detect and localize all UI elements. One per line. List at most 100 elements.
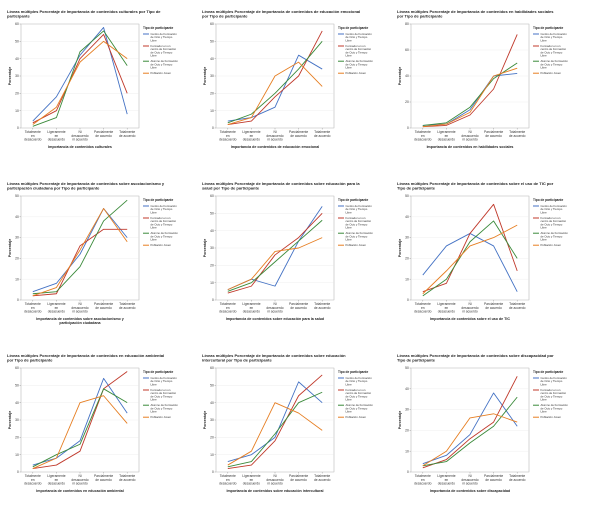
y-tick-label: 0 <box>17 298 19 302</box>
legend-entry: Alumno de Formación de Ocio y Tiempo Libre <box>541 403 569 413</box>
legend-entry: Centro de Formación de Ocio y Tiempo Libre <box>346 32 373 42</box>
chart-title: Líneas múltiples Porcentaje de Importanc… <box>397 9 554 19</box>
series-line <box>32 388 128 468</box>
y-tick-label: 60 <box>15 366 19 370</box>
chart-title: Líneas múltiples Porcentaje de Importanc… <box>397 181 554 191</box>
x-tick-label: Totalmente de acuerdo <box>119 130 136 138</box>
y-tick-label: 30 <box>405 408 409 412</box>
chart-title: Líneas múltiples Porcentaje de Importanc… <box>202 181 360 191</box>
series-line <box>32 199 128 295</box>
y-tick-label: 50 <box>210 211 214 215</box>
x-tick-label: Totalmente de acuerdo <box>509 130 526 138</box>
y-axis-label: Porcentaje <box>8 67 12 85</box>
y-tick-label: 30 <box>15 236 19 240</box>
legend-entry: Formador en un centro de Formación de Ocio… <box>346 44 372 58</box>
x-tick-label: Totalmente en desacuerdo <box>24 474 41 486</box>
x-axis-label: Importancia de contenidos culturales <box>48 145 112 149</box>
series-line <box>32 228 128 297</box>
y-tick-label: 60 <box>405 48 409 52</box>
x-tick-label: Ni desacuerdo ni acuerdo <box>71 130 88 142</box>
y-tick-label: 10 <box>210 281 214 285</box>
legend-entry: Formador en un centro de Formación de Ocio… <box>151 388 177 402</box>
series-line <box>422 376 518 469</box>
legend-entry: Formador en un centro de Formación de Ocio… <box>151 216 177 230</box>
y-tick-label: 0 <box>212 298 214 302</box>
y-tick-label: 50 <box>210 383 214 387</box>
plot-area <box>410 367 530 473</box>
series-line <box>32 371 128 469</box>
legend-entry: Población Joven <box>541 243 562 247</box>
line-chart-panel: Líneas múltiples Porcentaje de Importanc… <box>7 353 178 493</box>
legend-title: Tipo de participante <box>338 370 368 374</box>
line-chart-panel: Líneas múltiples Porcentaje de Importanc… <box>202 353 373 493</box>
line-chart-panel: Líneas múltiples Porcentaje de Importanc… <box>7 9 178 149</box>
series-line <box>422 224 518 295</box>
series-line <box>32 395 128 469</box>
line-chart-panel: Líneas múltiples Porcentaje de Importanc… <box>7 181 178 325</box>
legend-entry: Alumno de Formación de Ocio y Tiempo Libre <box>151 59 179 69</box>
series-line <box>32 208 128 293</box>
series-line <box>227 237 323 291</box>
x-tick-label: Totalmente de acuerdo <box>509 302 526 310</box>
legend-entry: Centro de Formación de Ocio y Tiempo Libre <box>541 32 568 42</box>
x-tick-label: Ligeramente en desacuerdo <box>47 474 65 486</box>
x-tick-label: Totalmente de acuerdo <box>314 474 331 482</box>
y-tick-label: 30 <box>15 74 19 78</box>
x-tick-label: Ni desacuerdo ni acuerdo <box>266 130 283 142</box>
y-tick-label: 60 <box>210 22 214 26</box>
y-axis-label: Porcentaje <box>8 411 12 429</box>
x-tick-label: Ni desacuerdo ni acuerdo <box>266 302 283 314</box>
legend-title: Tipo de participante <box>533 370 563 374</box>
y-tick-label: 50 <box>15 39 19 43</box>
y-tick-label: 80 <box>405 22 409 26</box>
x-tick-label: Totalmente en desacuerdo <box>219 474 236 486</box>
chart-title: Líneas múltiples Porcentaje de Importanc… <box>7 353 164 363</box>
y-tick-label: 10 <box>210 453 214 457</box>
legend-title: Tipo de participante <box>338 198 368 202</box>
legend-entry: Alumno de Formación de Ocio y Tiempo Libre <box>151 403 179 413</box>
x-axis-label: Importancia de contenidos en educación a… <box>36 489 123 493</box>
y-tick-label: 0 <box>407 298 409 302</box>
x-tick-label: Totalmente de acuerdo <box>119 302 136 310</box>
x-tick-label: Totalmente en desacuerdo <box>24 130 41 142</box>
x-axis-label: Importancia de contenidos sobre educació… <box>226 489 323 493</box>
y-tick-label: 10 <box>15 109 19 113</box>
y-tick-label: 20 <box>210 263 214 267</box>
legend-entry: Alumno de Formación de Ocio y Tiempo Libre <box>346 231 374 241</box>
series-line <box>422 34 518 128</box>
legend-entry: Centro de Formación de Ocio y Tiempo Libre <box>151 376 178 386</box>
x-tick-label: Ligeramente en desacuerdo <box>437 474 455 486</box>
series-line <box>32 30 128 127</box>
legend-title: Tipo de participante <box>338 26 368 30</box>
y-tick-label: 60 <box>210 194 214 198</box>
legend-entry: Formador en un centro de Formación de Ocio… <box>346 216 372 230</box>
x-axis-label: Importancia de contenidos sobre discapac… <box>430 489 510 493</box>
series-line <box>227 402 323 466</box>
chart-title: Líneas múltiples Porcentaje de Importanc… <box>202 353 346 363</box>
series-line <box>227 374 323 469</box>
series-line <box>422 67 518 128</box>
legend-entry: Centro de Formación de Ocio y Tiempo Libre <box>151 32 178 42</box>
y-axis-label: Porcentaje <box>203 239 207 257</box>
legend-entry: Centro de Formación de Ocio y Tiempo Libre <box>346 376 373 386</box>
y-tick-label: 30 <box>210 246 214 250</box>
x-tick-label: Parcialmente de acuerdo <box>94 474 113 482</box>
legend-entry: Formador en un centro de Formación de Ocio… <box>541 216 567 230</box>
x-tick-label: Totalmente de acuerdo <box>119 474 136 482</box>
legend-entry: Centro de Formación de Ocio y Tiempo Libre <box>541 204 568 214</box>
x-tick-label: Ni desacuerdo ni acuerdo <box>461 474 478 486</box>
x-tick-label: Ligeramente en desacuerdo <box>437 130 455 142</box>
y-tick-label: 40 <box>405 387 409 391</box>
y-tick-label: 0 <box>212 470 214 474</box>
legend-entry: Población Joven <box>541 415 562 419</box>
series-line <box>227 30 323 125</box>
x-tick-label: Parcialmente de acuerdo <box>94 130 113 138</box>
series-line <box>227 61 323 125</box>
x-tick-label: Ligeramente en desacuerdo <box>47 302 65 314</box>
y-tick-label: 20 <box>15 435 19 439</box>
series-line <box>227 219 323 292</box>
series-line <box>227 41 323 124</box>
legend-entry: Alumno de Formación de Ocio y Tiempo Libre <box>541 59 569 69</box>
series-line <box>422 413 518 467</box>
series-line <box>32 33 128 124</box>
